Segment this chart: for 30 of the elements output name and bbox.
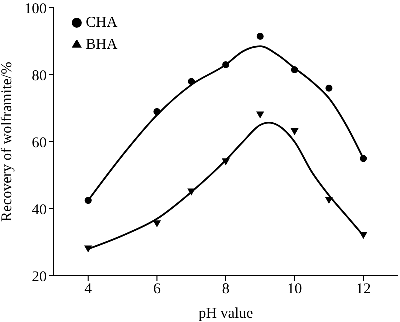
point	[326, 84, 333, 92]
x-tick-label: 12	[356, 282, 372, 298]
point	[153, 220, 162, 228]
point	[256, 32, 264, 40]
y-axis-title: Recovery of wolframite/%	[0, 62, 16, 222]
point	[84, 197, 92, 204]
point	[222, 61, 230, 68]
point	[360, 232, 368, 240]
y-tick-label: 20	[32, 269, 47, 286]
y-tick-label: 60	[32, 135, 47, 152]
y-tick-label: 100	[24, 1, 47, 18]
y-tick-label: 40	[32, 202, 47, 218]
point	[84, 246, 92, 253]
x-tick-label: 10	[287, 282, 302, 298]
x-axis-title: pH value	[198, 306, 254, 322]
point	[325, 197, 334, 204]
point	[222, 158, 230, 166]
point	[290, 128, 299, 136]
x-tick-label: 6	[153, 282, 162, 298]
legend-label: CHA	[86, 15, 118, 31]
point	[291, 66, 298, 74]
point	[188, 78, 196, 86]
point	[154, 108, 161, 116]
x-tick-label: 8	[222, 282, 230, 298]
point	[188, 188, 196, 196]
point	[256, 112, 264, 119]
y-tick-label: 80	[32, 68, 47, 84]
point	[360, 155, 368, 162]
x-tick-label: 4	[84, 282, 93, 298]
legend-label: BHA	[86, 37, 118, 53]
